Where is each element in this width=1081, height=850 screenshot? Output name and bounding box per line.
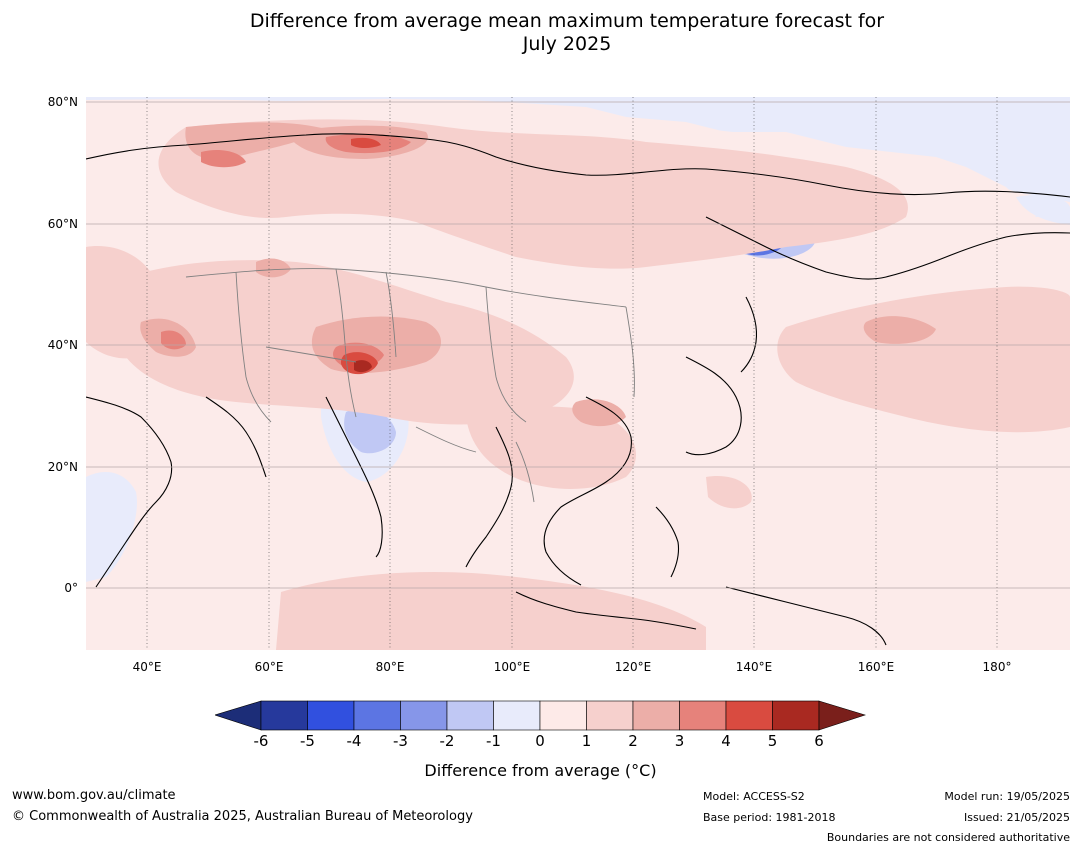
footer-base-period: Base period: 1981-2018 (703, 811, 836, 824)
colorbar-cell (400, 700, 448, 731)
colorbar-label-text: Difference from average ( (424, 761, 632, 780)
footer-model: Model: ACCESS-S2 (703, 790, 805, 803)
colorbar-cell (260, 700, 308, 731)
colorbar-tick-label: 5 (767, 732, 778, 750)
lon-label-100e: 100°E (493, 660, 531, 674)
country-borders (185, 268, 635, 503)
colorbar-tick-label: 2 (628, 732, 638, 750)
lon-label-180: 180° (982, 660, 1012, 674)
colorbar (215, 700, 866, 731)
china-strong-warm (572, 399, 626, 427)
footer-issued: Issued: 21/05/2025 (963, 811, 1070, 824)
colorbar-cell (679, 700, 727, 731)
lat-label-equator: 0° (64, 581, 78, 595)
colorbar-high-extend (818, 700, 866, 731)
central-asia-strong-warm (256, 258, 291, 278)
colorbar-label-unit: °C) (631, 761, 657, 780)
lon-label-80e: 80°E (375, 660, 405, 674)
lat-label-80n: 80°N (47, 95, 78, 109)
forecast-map (86, 97, 1070, 650)
lon-label-160e: 160°E (857, 660, 895, 674)
colorbar-cell (353, 700, 401, 731)
china-warm-anomaly (466, 406, 636, 489)
lat-label-20n: 20°N (47, 460, 78, 474)
colorbar-cell (539, 700, 587, 731)
colorbar-cell (772, 700, 820, 731)
lon-label-60e: 60°E (254, 660, 284, 674)
footer-url[interactable]: www.bom.gov.au/climate (12, 788, 176, 803)
colorbar-label: Difference from average (°C) (0, 761, 1081, 780)
equatorial-warm-anomaly (276, 572, 706, 650)
chart-title: Difference from average mean maximum tem… (0, 10, 1081, 56)
lon-label-120e: 120°E (614, 660, 652, 674)
scandinavia-hot-core (201, 150, 246, 168)
pacific-warm-anomaly (777, 286, 1070, 433)
coastlines (86, 133, 1070, 646)
footer-copyright: © Commonwealth of Australia 2025, Austra… (12, 809, 473, 824)
philippine-sea-warm (706, 476, 752, 509)
colorbar-cell (446, 700, 494, 731)
lat-label-60n: 60°N (47, 217, 78, 231)
title-line-1: Difference from average mean maximum tem… (249, 10, 885, 32)
kashmir-extreme-core (354, 360, 372, 373)
colorbar-tick-label: 4 (721, 732, 731, 750)
title-line-2: July 2025 (522, 33, 612, 55)
lon-label-140e: 140°E (735, 660, 773, 674)
colorbar-tick-label: -6 (253, 732, 269, 750)
colorbar-tick-label: -3 (393, 732, 408, 750)
colorbar-cell (307, 700, 355, 731)
graticule (146, 97, 998, 650)
arctic-negative-anomaly (86, 97, 1070, 217)
east-siberian-negative (1016, 195, 1070, 225)
footer-disclaimer: Boundaries are not considered authoritat… (826, 831, 1070, 844)
arabia-negative-anomaly (86, 472, 137, 582)
colorbar-cells (260, 700, 820, 731)
colorbar-cell (632, 700, 680, 731)
colorbar-tick-label: 0 (535, 732, 545, 750)
colorbar-tick-label: -2 (439, 732, 455, 750)
arctic-coast-band (86, 109, 1070, 222)
colorbar-cell (725, 700, 773, 731)
colorbar-cell (586, 700, 634, 731)
latitude-lines (86, 101, 1070, 589)
lon-label-40e: 40°E (132, 660, 162, 674)
kara-sea-extreme-core (351, 137, 381, 148)
colorbar-tick-label: 1 (581, 732, 592, 750)
map-canvas (86, 97, 1070, 650)
footer-model-run: Model run: 19/05/2025 (944, 790, 1070, 803)
colorbar-tick-label: -1 (486, 732, 501, 750)
colorbar-tick-label: 6 (814, 732, 824, 750)
colorbar-cell (493, 700, 541, 731)
colorbar-low-extend (215, 700, 262, 731)
colorbar-tick-label: -5 (300, 732, 315, 750)
colorbar-tick-label: 3 (674, 732, 685, 750)
lat-label-40n: 40°N (47, 338, 78, 352)
india-cool-core (344, 408, 396, 454)
pacific-strong-warm (863, 316, 936, 344)
colorbar-tick-label: -4 (346, 732, 362, 750)
